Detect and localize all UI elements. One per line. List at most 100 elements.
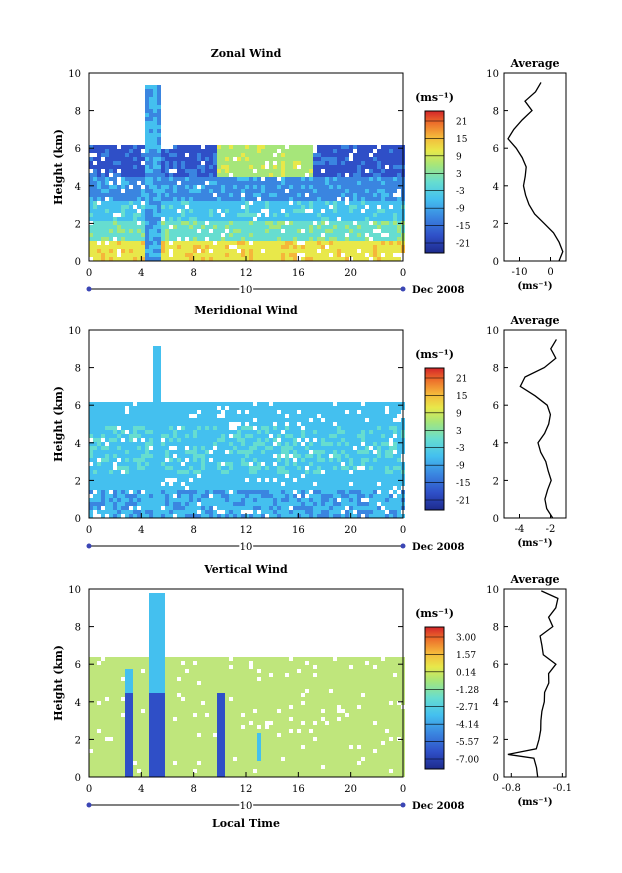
heatmap-cell (265, 490, 269, 494)
heatmap-cell (297, 442, 301, 446)
heatmap-cell (173, 149, 177, 153)
heatmap-cell (257, 145, 261, 149)
heatmap-cell (197, 209, 201, 213)
heatmap-cell (161, 253, 165, 257)
heatmap-cell (185, 213, 189, 217)
heatmap-cell (217, 201, 221, 205)
heatmap-cell (269, 414, 273, 418)
heatmap-cell (365, 438, 369, 442)
heatmap-cell (385, 466, 389, 470)
heatmap-cell (261, 213, 265, 217)
heatmap-cell (305, 474, 309, 478)
heatmap-cell (209, 177, 213, 181)
heatmap-cell (385, 169, 389, 173)
heatmap-cell (105, 161, 109, 165)
heatmap-cell (217, 205, 221, 209)
heatmap-cell (369, 450, 373, 454)
heatmap-cell (257, 514, 261, 518)
heatmap-cell (333, 462, 337, 466)
heatmap-cell (145, 161, 149, 165)
heatmap-cell (281, 197, 285, 201)
heatmap-cell (273, 490, 277, 494)
heatmap-cell (373, 225, 377, 229)
heatmap-cell (89, 753, 93, 757)
heatmap-cell (113, 769, 117, 773)
heatmap-cell (253, 462, 257, 466)
heatmap-cell (113, 681, 117, 685)
heatmap-cell (353, 486, 357, 490)
heatmap-cell (313, 165, 317, 169)
heatmap-cell (169, 157, 173, 161)
heatmap-cell (281, 506, 285, 510)
heatmap-cell (381, 466, 385, 470)
heatmap-cell (397, 145, 401, 149)
heatmap-cell (177, 470, 181, 474)
heatmap-cell (389, 233, 393, 237)
heatmap-cell (89, 414, 93, 418)
heatmap-cell (149, 749, 153, 753)
heatmap-cell (341, 173, 345, 177)
heatmap-cell (201, 422, 205, 426)
heatmap-cell (353, 241, 357, 245)
heatmap-cell (225, 422, 229, 426)
heatmap-cell (221, 498, 225, 502)
heatmap-cell (149, 133, 153, 137)
heatmap-cell (193, 173, 197, 177)
heatmap-cell (153, 490, 157, 494)
heatmap-cell (181, 454, 185, 458)
heatmap-cell (145, 117, 149, 121)
heatmap-cell (305, 169, 309, 173)
heatmap-cell (241, 490, 245, 494)
heatmap-cell (209, 402, 213, 406)
heatmap-cell (137, 510, 141, 514)
heatmap-cell (269, 193, 273, 197)
heatmap-cell (185, 201, 189, 205)
heatmap-cell (137, 402, 141, 406)
heatmap-cell (229, 169, 233, 173)
heatmap-cell (301, 221, 305, 225)
heatmap-cell (285, 165, 289, 169)
heatmap-cell (389, 253, 393, 257)
heatmap-cell (125, 177, 129, 181)
heatmap-cell (397, 173, 401, 177)
heatmap-cell (329, 193, 333, 197)
heatmap-cell (97, 717, 101, 721)
heatmap-cell (245, 209, 249, 213)
heatmap-cell (165, 470, 169, 474)
heatmap-cell (269, 474, 273, 478)
heatmap-cell (145, 233, 149, 237)
heatmap-cell (213, 205, 217, 209)
heatmap-cell (229, 145, 233, 149)
heatmap-cell (217, 197, 221, 201)
heatmap-cell (97, 181, 101, 185)
heatmap-cell (109, 221, 113, 225)
heatmap-cell (157, 133, 161, 137)
heatmap-cell (389, 510, 393, 514)
heatmap-cell (357, 237, 361, 241)
heatmap-cell (213, 422, 217, 426)
heatmap-cell (345, 402, 349, 406)
heatmap-cell (109, 161, 113, 165)
heatmap-cell (173, 438, 177, 442)
heatmap-cell (93, 741, 97, 745)
heatmap-cell (285, 217, 289, 221)
heatmap-cell (221, 466, 225, 470)
heatmap-cell (285, 442, 289, 446)
y-axis-label: Height (km) (52, 129, 65, 205)
heatmap-cell (153, 502, 157, 506)
heatmap-cell (381, 225, 385, 229)
heatmap-cell (121, 665, 125, 669)
heatmap-cell (369, 418, 373, 422)
heatmap-cell (133, 685, 137, 689)
heatmap-cell (209, 169, 213, 173)
heatmap-cell (313, 185, 317, 189)
heatmap-cell (97, 510, 101, 514)
heatmap-cell (197, 177, 201, 181)
heatmap-cell (97, 462, 101, 466)
heatmap-cell (181, 181, 185, 185)
heatmap-cell (149, 454, 153, 458)
heatmap-cell (341, 498, 345, 502)
heatmap-cell (305, 490, 309, 494)
heatmap-cell (93, 402, 97, 406)
heatmap-cell (389, 201, 393, 205)
